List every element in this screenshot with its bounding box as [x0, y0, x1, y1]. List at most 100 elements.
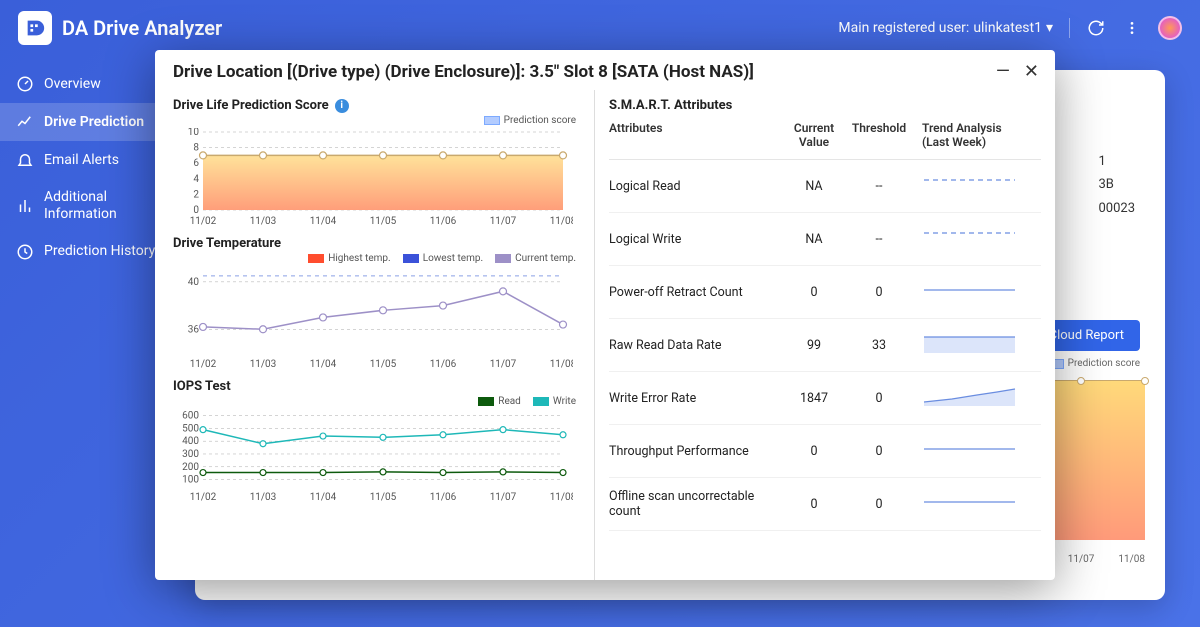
svg-text:11/07: 11/07: [490, 359, 517, 370]
svg-text:40: 40: [188, 277, 200, 288]
smart-attr: Throughput Performance: [609, 444, 784, 459]
chart-title-text: IOPS Test: [173, 379, 231, 394]
bg-drive-info: 1 3B 00023: [1098, 150, 1135, 220]
chart3-title: IOPS Test: [173, 379, 576, 394]
svg-text:2: 2: [193, 189, 199, 200]
svg-text:11/08: 11/08: [550, 492, 573, 503]
svg-text:11/08: 11/08: [550, 359, 573, 370]
smart-column: S.M.A.R.T. Attributes Attributes Current…: [595, 90, 1055, 580]
header-thr: Threshold: [844, 121, 914, 149]
swatch: [495, 254, 511, 263]
svg-text:11/04: 11/04: [310, 359, 337, 370]
brand: DA Drive Analyzer: [18, 11, 222, 45]
svg-text:11/03: 11/03: [250, 492, 277, 503]
smart-value: 99: [784, 338, 844, 353]
smart-threshold: --: [844, 232, 914, 247]
chart-title-text: Drive Temperature: [173, 236, 281, 251]
smart-trend: [914, 223, 1041, 255]
sidebar-item-prediction-history[interactable]: Prediction History: [0, 233, 175, 271]
svg-text:600: 600: [182, 411, 199, 422]
smart-row: Offline scan uncorrectable count00: [609, 478, 1041, 531]
svg-text:11/06: 11/06: [430, 359, 457, 370]
divider: [1069, 18, 1070, 38]
chart2-title: Drive Temperature: [173, 236, 576, 251]
avatar[interactable]: [1158, 16, 1182, 40]
chart-icon: [16, 113, 34, 131]
smart-value: 0: [784, 285, 844, 300]
svg-text:300: 300: [182, 449, 199, 460]
smart-value: NA: [784, 179, 844, 194]
smart-title: S.M.A.R.T. Attributes: [609, 98, 1041, 113]
smart-threshold: 0: [844, 391, 914, 406]
bg-legend: Prediction score: [1046, 358, 1140, 369]
svg-text:100: 100: [182, 475, 199, 486]
sidebar-item-additional-info[interactable]: Additional Information: [0, 179, 175, 233]
svg-text:10: 10: [188, 128, 200, 138]
svg-text:11/08: 11/08: [550, 216, 573, 227]
swatch: [484, 116, 500, 125]
bars-icon: [16, 197, 34, 215]
smart-attr: Offline scan uncorrectable count: [609, 489, 784, 519]
sidebar-item-label: Email Alerts: [44, 152, 119, 169]
sidebar: Overview Drive Prediction Email Alerts A…: [0, 55, 175, 627]
swatch: [533, 397, 549, 406]
legend-item: Write: [533, 396, 576, 407]
user-menu[interactable]: Main registered user: ulinkatest1 ▾: [838, 20, 1053, 36]
charts-column: Drive Life Prediction Score i Prediction…: [155, 90, 595, 580]
smart-attr: Raw Read Data Rate: [609, 338, 784, 353]
drive-detail-modal: Drive Location [(Drive type) (Drive Encl…: [155, 50, 1055, 580]
smart-attr: Logical Write: [609, 232, 784, 247]
swatch: [478, 397, 494, 406]
svg-text:11/05: 11/05: [370, 216, 397, 227]
smart-value: 1847: [784, 391, 844, 406]
sidebar-item-drive-prediction[interactable]: Drive Prediction: [0, 103, 175, 141]
svg-text:11/07: 11/07: [490, 216, 517, 227]
svg-text:11/03: 11/03: [250, 216, 277, 227]
smart-trend: [914, 276, 1041, 308]
smart-threshold: 0: [844, 444, 914, 459]
smart-trend: [914, 170, 1041, 202]
smart-value: 0: [784, 497, 844, 512]
smart-threshold: 0: [844, 497, 914, 512]
chevron-down-icon: ▾: [1046, 20, 1053, 36]
header-attr: Attributes: [609, 121, 784, 149]
sidebar-item-label: Prediction History: [44, 243, 155, 260]
legend-label: Read: [498, 396, 521, 407]
legend-item: Read: [478, 396, 521, 407]
axis-label: 11/07: [1068, 554, 1095, 565]
close-button[interactable]: ✕: [1024, 63, 1039, 81]
svg-text:11/06: 11/06: [430, 492, 457, 503]
bg-info-line: 3B: [1098, 173, 1135, 196]
more-icon[interactable]: [1122, 18, 1142, 38]
swatch: [403, 254, 419, 263]
sidebar-item-label: Drive Prediction: [44, 114, 144, 131]
brand-logo: [18, 11, 52, 45]
smart-threshold: 0: [844, 285, 914, 300]
info-icon[interactable]: i: [335, 99, 349, 113]
clock-icon: [16, 243, 34, 261]
chart2-svg: 364011/0211/0311/0411/0511/0611/0711/08: [173, 266, 573, 371]
smart-attr: Write Error Rate: [609, 391, 784, 406]
chart1-svg: 024681011/0211/0311/0411/0511/0611/0711/…: [173, 128, 573, 228]
header-trend: Trend Analysis (Last Week): [914, 121, 1041, 149]
sidebar-item-overview[interactable]: Overview: [0, 65, 175, 103]
minimize-button[interactable]: ―: [996, 63, 1010, 81]
refresh-icon[interactable]: [1086, 18, 1106, 38]
chart1-title: Drive Life Prediction Score i: [173, 98, 576, 113]
chart-marker: [1077, 377, 1085, 385]
sidebar-item-label: Additional Information: [44, 189, 117, 223]
legend-label: Highest temp.: [328, 253, 391, 264]
app-title: DA Drive Analyzer: [62, 16, 222, 40]
svg-text:8: 8: [193, 143, 199, 154]
gauge-icon: [16, 75, 34, 93]
sidebar-item-email-alerts[interactable]: Email Alerts: [0, 141, 175, 179]
sidebar-item-label: Overview: [44, 76, 101, 93]
smart-rows: Logical ReadNA--Logical WriteNA--Power-o…: [609, 160, 1041, 531]
smart-row: Logical ReadNA--: [609, 160, 1041, 213]
modal-header: Drive Location [(Drive type) (Drive Encl…: [155, 50, 1055, 90]
topbar-right: Main registered user: ulinkatest1 ▾: [838, 16, 1182, 40]
bg-info-line: 1: [1098, 150, 1135, 173]
svg-text:11/05: 11/05: [370, 492, 397, 503]
svg-text:11/04: 11/04: [310, 216, 337, 227]
chart3: Read Write 10020030040050060011/0211/031…: [173, 396, 576, 504]
